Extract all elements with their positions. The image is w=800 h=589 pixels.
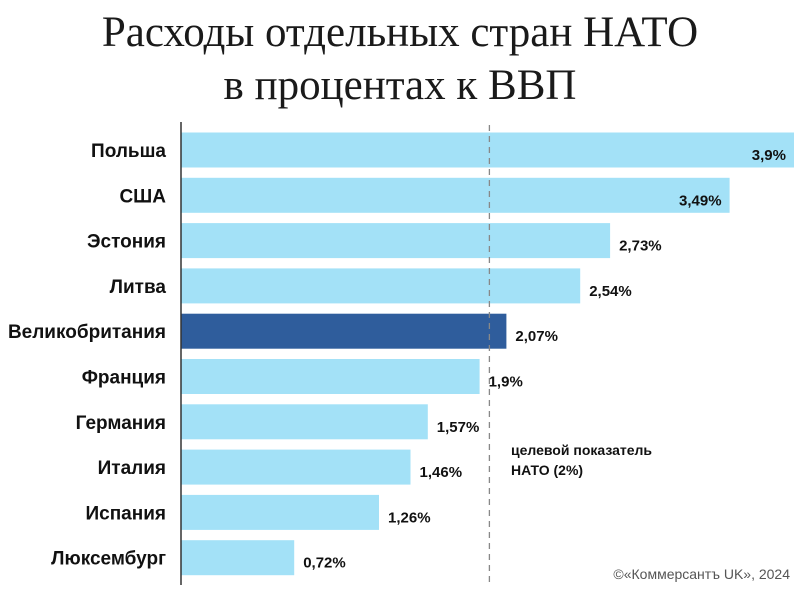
value-label: 0,72%	[303, 555, 346, 572]
category-label: США	[119, 186, 166, 207]
bar	[181, 359, 480, 394]
title-line-2: в процентах к ВВП	[223, 62, 577, 109]
bar	[181, 132, 794, 168]
category-label: Франция	[82, 368, 166, 389]
category-label: Испания	[85, 503, 166, 524]
category-label: Италия	[98, 458, 166, 479]
bar-highlighted	[181, 313, 507, 349]
value-label: 1,57%	[437, 419, 480, 436]
bar	[181, 540, 295, 576]
category-label: Люксембург	[51, 549, 166, 570]
bar	[181, 494, 379, 530]
category-label: Германия	[76, 413, 166, 434]
value-label: 3,49%	[679, 192, 722, 209]
category-label: Эстония	[87, 232, 166, 253]
bar	[181, 268, 581, 304]
value-label: 2,54%	[589, 283, 632, 300]
category-label: Литва	[110, 277, 167, 298]
chart-title: Расходы отдельных стран НАТО в процентах…	[0, 6, 800, 112]
value-label: 1,9%	[489, 374, 523, 391]
value-label: 3,9%	[752, 147, 786, 164]
category-label: Польша	[91, 141, 166, 162]
credit-text: ©«Коммерсантъ UK», 2024	[613, 566, 790, 582]
bar	[181, 177, 730, 213]
category-label: Великобритания	[8, 322, 166, 343]
value-label: 2,07%	[515, 328, 558, 345]
value-label: 2,73%	[619, 238, 662, 255]
reference-note-line-1: целевой показатель	[511, 442, 653, 458]
title-line-1: Расходы отдельных стран НАТО	[101, 9, 699, 56]
bar	[181, 404, 428, 440]
reference-note-line-2: НАТО (2%)	[511, 462, 584, 478]
reference-line-note: целевой показатель НАТО (2%)	[511, 440, 652, 480]
value-label: 1,26%	[388, 509, 431, 526]
bar	[181, 449, 411, 485]
bar	[181, 223, 611, 259]
value-label: 1,46%	[420, 464, 463, 481]
